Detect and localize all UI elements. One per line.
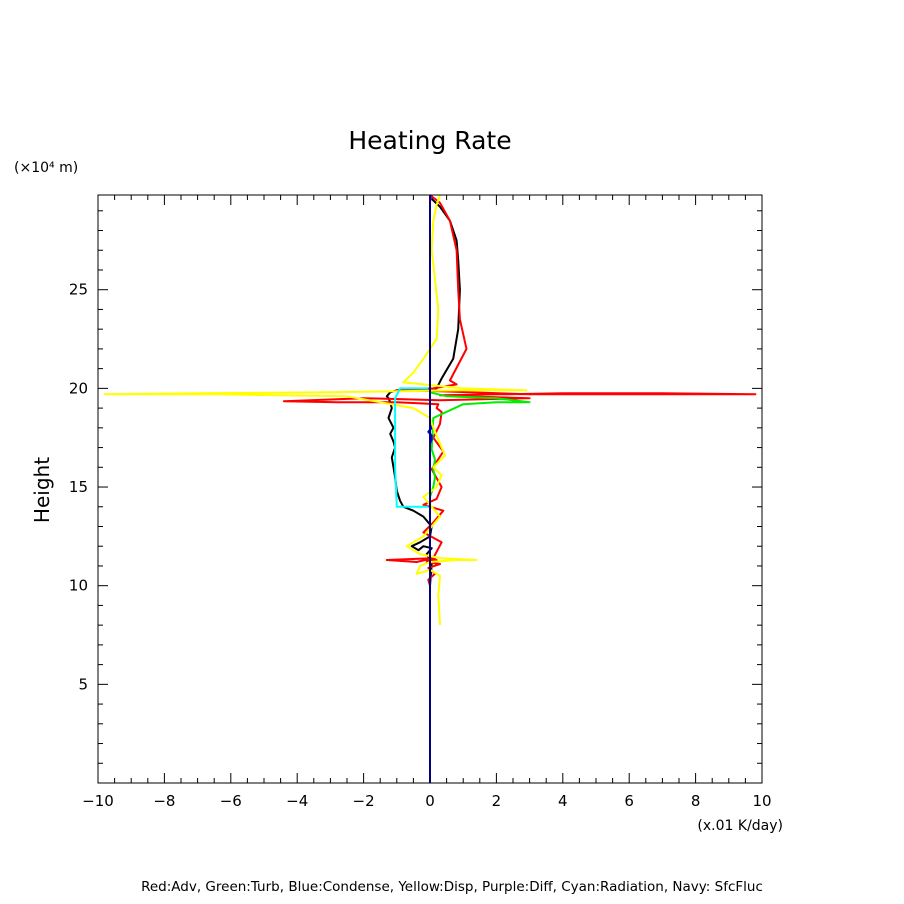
y-tick-labels: 5 10 15 20 25 [69,281,88,694]
x-tick-label: −4 [286,792,308,810]
x-tick-label: −2 [353,792,375,810]
chart-title: Heating Rate [348,126,511,155]
x-tick-label: 10 [752,792,771,810]
x-tick-label: −10 [82,792,114,810]
x-tick-label: 4 [558,792,568,810]
x-tick-label: −6 [220,792,242,810]
y-tick-label: 5 [78,675,88,693]
y-tick-label: 25 [69,281,88,299]
y-tick-label: 15 [69,478,88,496]
x-tick-label: 6 [624,792,634,810]
series-line-1 [282,194,757,586]
series-line-4 [103,194,528,626]
y-tick-label: 10 [69,577,88,595]
x-tick-label: 8 [691,792,701,810]
y-axis-label: Height [30,457,54,523]
x-tick-labels: −10 −8 −6 −4 −2 0 2 4 6 8 10 [82,792,771,810]
x-tick-label: −8 [153,792,175,810]
series-line-6 [394,387,429,508]
x-tick-label: 2 [492,792,502,810]
x-tick-label: 0 [425,792,435,810]
series-line-2 [429,391,531,498]
legend-footnote: Red:Adv, Green:Turb, Blue:Condense, Yell… [141,879,763,895]
y-axis-unit: (×10⁴ m) [14,160,78,176]
y-tick-label: 20 [69,379,88,397]
series-line-0 [385,194,461,783]
series-lines [103,194,757,783]
plot-frame [97,194,763,784]
x-axis-unit: (x.01 K/day) [697,818,783,834]
